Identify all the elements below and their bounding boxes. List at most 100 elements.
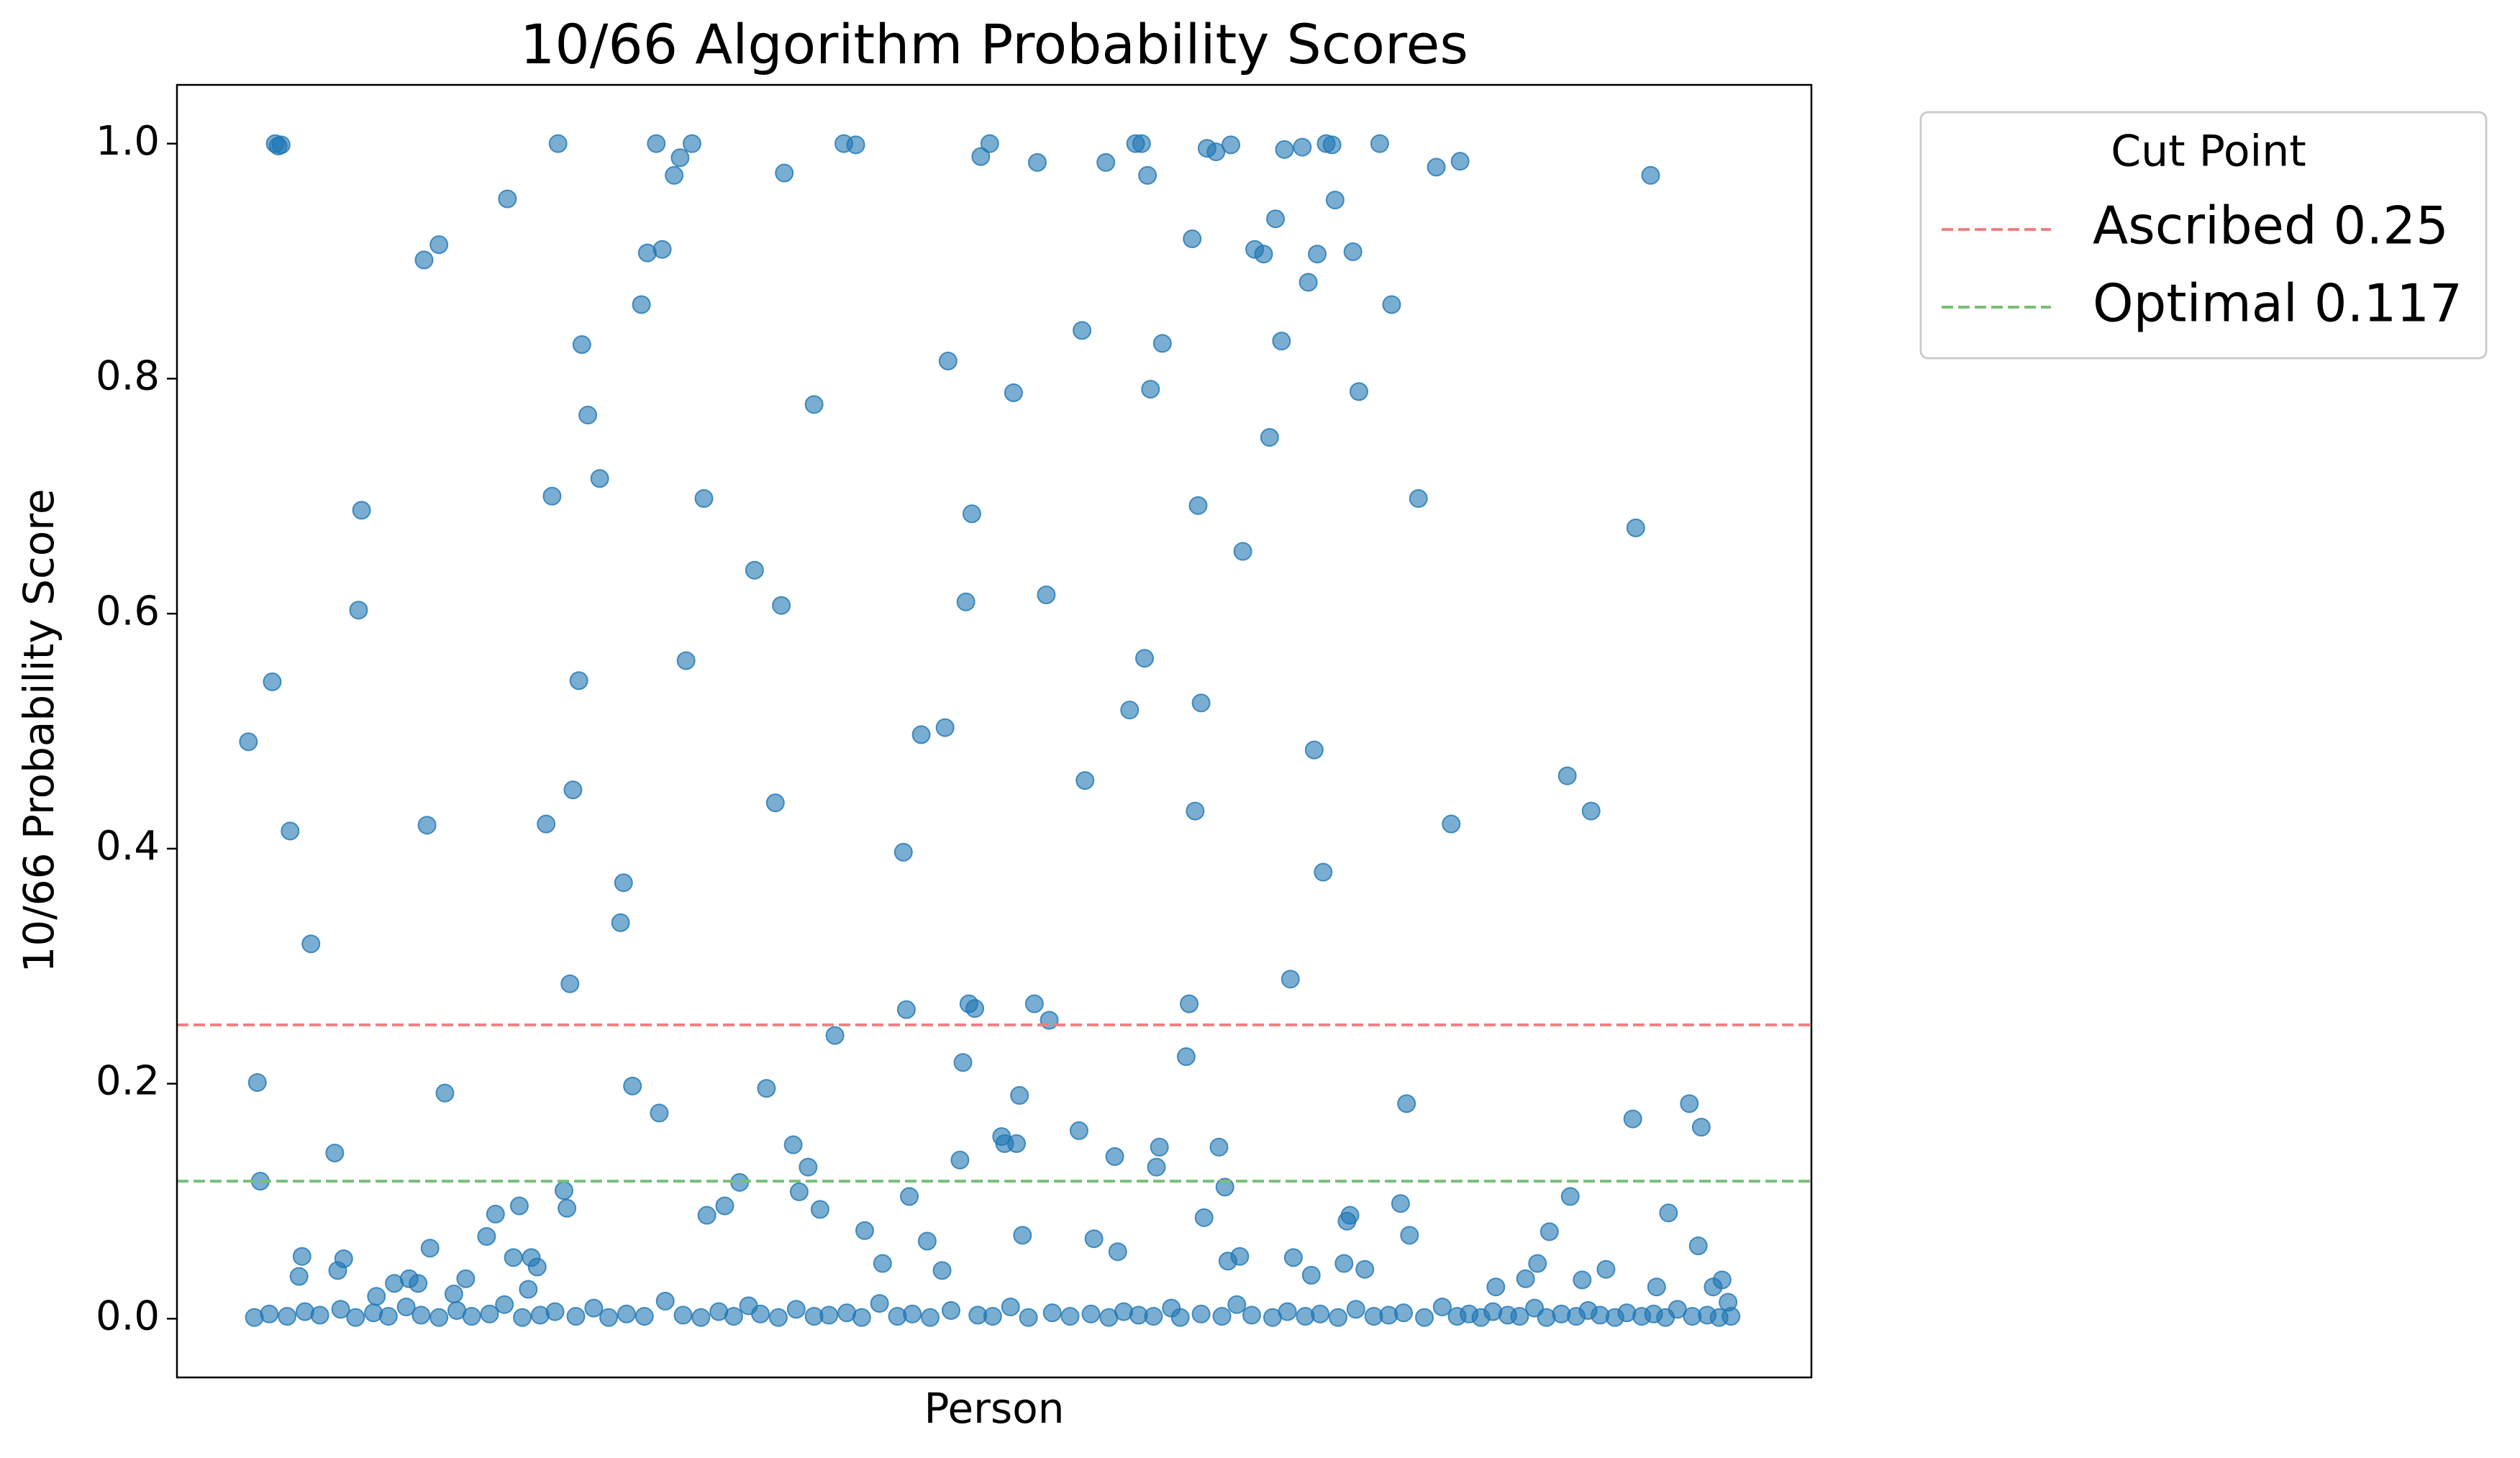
- point: [1230, 1247, 1250, 1266]
- point: [566, 1307, 586, 1326]
- point: [396, 1297, 416, 1316]
- point: [1019, 1308, 1038, 1327]
- y-tick-label: 0.2: [96, 1058, 160, 1105]
- point: [1343, 242, 1363, 261]
- point: [504, 1248, 523, 1267]
- point: [417, 816, 437, 835]
- point: [1391, 1194, 1410, 1213]
- point: [873, 1254, 892, 1273]
- point: [623, 1076, 642, 1095]
- point: [1060, 1307, 1080, 1326]
- point: [527, 1257, 547, 1277]
- point: [1355, 1259, 1375, 1279]
- point: [694, 489, 714, 509]
- point: [462, 1307, 481, 1326]
- point: [1024, 994, 1044, 1013]
- point: [1215, 1177, 1234, 1197]
- point: [444, 1285, 463, 1304]
- point: [1510, 1307, 1529, 1326]
- y-tick-label: 0.6: [96, 588, 160, 634]
- point: [1298, 273, 1318, 292]
- point: [1394, 1303, 1414, 1323]
- point: [542, 486, 562, 506]
- chart-title: 10/66 Algorithm Probability Scores: [520, 12, 1468, 76]
- point: [1206, 142, 1226, 162]
- point: [554, 1181, 573, 1200]
- point: [560, 974, 580, 993]
- point: [1233, 542, 1252, 561]
- point: [1209, 1137, 1229, 1157]
- point: [1308, 245, 1327, 264]
- point: [1322, 135, 1342, 155]
- point: [1647, 1277, 1666, 1297]
- point: [1712, 1270, 1732, 1290]
- point: [950, 1150, 970, 1170]
- point: [757, 1079, 776, 1098]
- point: [1212, 1307, 1232, 1326]
- point: [870, 1294, 889, 1313]
- point: [1415, 1308, 1434, 1327]
- point: [325, 1143, 345, 1162]
- point: [1242, 1306, 1261, 1325]
- point: [1427, 158, 1446, 177]
- point: [1254, 245, 1273, 264]
- point: [1010, 1085, 1029, 1105]
- point: [724, 1307, 743, 1326]
- point: [435, 1083, 455, 1103]
- point: [938, 351, 957, 370]
- point: [1042, 1303, 1062, 1323]
- point: [1311, 1304, 1330, 1323]
- point: [611, 913, 630, 932]
- point: [911, 725, 931, 744]
- point: [271, 135, 291, 155]
- point: [786, 1300, 806, 1319]
- y-tick-label: 0.0: [96, 1293, 160, 1339]
- point: [676, 651, 696, 670]
- point: [378, 1307, 398, 1326]
- point: [1581, 801, 1601, 821]
- point: [1170, 1308, 1190, 1327]
- point: [691, 1308, 711, 1327]
- point: [617, 1304, 636, 1323]
- point: [263, 672, 282, 691]
- point: [1397, 1094, 1416, 1113]
- point: [745, 560, 764, 580]
- point: [632, 295, 651, 314]
- point: [1626, 518, 1645, 537]
- point: [772, 596, 791, 615]
- point: [775, 163, 794, 183]
- point: [1120, 701, 1140, 720]
- point: [289, 1267, 309, 1286]
- point: [1721, 1307, 1741, 1326]
- point: [1144, 1307, 1163, 1326]
- point: [346, 1308, 365, 1327]
- point: [650, 1103, 669, 1123]
- point: [1227, 1295, 1247, 1314]
- point: [429, 235, 449, 255]
- point: [1260, 428, 1279, 447]
- point: [846, 135, 865, 155]
- point: [941, 1300, 960, 1320]
- point: [900, 1187, 919, 1206]
- point: [765, 793, 785, 813]
- point: [334, 1249, 353, 1269]
- point: [1680, 1094, 1699, 1113]
- point: [1001, 1297, 1020, 1316]
- legend-title: Cut Point: [2111, 127, 2306, 177]
- point: [1432, 1297, 1452, 1316]
- point: [980, 134, 999, 153]
- point: [953, 1053, 973, 1072]
- point: [1141, 380, 1160, 399]
- point: [414, 250, 434, 270]
- x-axis-label: Person: [924, 1384, 1065, 1433]
- y-tick-label: 1.0: [96, 118, 160, 165]
- point: [584, 1298, 604, 1318]
- point: [1325, 191, 1345, 210]
- point: [1400, 1226, 1419, 1245]
- point: [477, 1226, 496, 1246]
- point: [1349, 382, 1368, 401]
- point: [1069, 1121, 1088, 1140]
- point: [1134, 649, 1154, 668]
- point: [1516, 1269, 1535, 1288]
